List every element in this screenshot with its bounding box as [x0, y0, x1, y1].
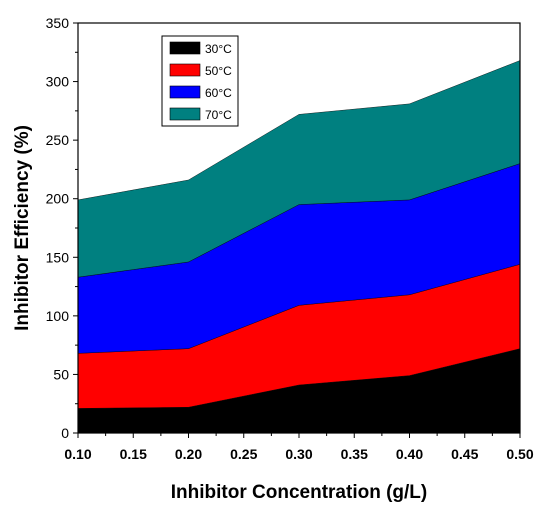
- legend-label: 60°C: [205, 86, 232, 100]
- x-tick-label: 0.35: [341, 446, 368, 462]
- area-series-group: [77, 60, 521, 434]
- y-axis-title: Inhibitor Efficiency (%): [12, 125, 33, 331]
- x-tick-label: 0.40: [396, 446, 423, 462]
- x-tick-label: 0.30: [285, 446, 312, 462]
- y-tick-label: 0: [61, 425, 69, 441]
- y-tick-label: 250: [46, 132, 70, 148]
- y-tick-label: 150: [46, 249, 70, 265]
- y-tick-label: 100: [46, 308, 70, 324]
- axis-ticks: [73, 22, 521, 438]
- legend-label: 30°C: [205, 42, 232, 56]
- legend-frame: [161, 35, 239, 127]
- y-tick-label: 200: [46, 191, 70, 207]
- x-tick-label: 0.25: [230, 446, 257, 462]
- y-tick-label: 350: [46, 15, 70, 31]
- x-tick-label: 0.20: [175, 446, 202, 462]
- x-tick-label: 0.45: [451, 446, 478, 462]
- legend-swatch: [169, 41, 201, 55]
- legend-swatch: [169, 63, 201, 77]
- legend-label: 50°C: [205, 64, 232, 78]
- x-tick-label: 0.50: [506, 446, 533, 462]
- legend-label: 70°C: [205, 108, 232, 122]
- axis-tick-labels: 0 50 100 150 200 250 300 350 0.10 0.15 0.20 0.25 0.3…: [46, 15, 534, 462]
- x-tick-label: 0.10: [64, 446, 91, 462]
- y-tick-label: 300: [46, 74, 70, 90]
- legend-swatch: [169, 107, 201, 121]
- legend-swatch: [169, 85, 201, 99]
- legend: 30°C 50°C 60°C 70°C: [161, 35, 239, 127]
- x-tick-label: 0.15: [120, 446, 147, 462]
- x-axis-title: Inhibitor Concentration (g/L): [171, 482, 427, 503]
- y-tick-label: 50: [53, 366, 69, 382]
